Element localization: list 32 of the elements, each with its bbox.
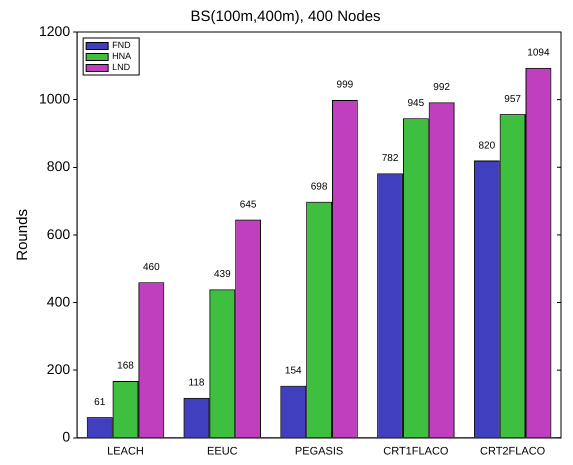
- data-label: 61: [94, 396, 106, 408]
- data-label: 999: [336, 80, 354, 91]
- y-tick-label: 1200: [38, 22, 70, 39]
- x-tick-label: CRT2FLACO: [480, 445, 546, 458]
- data-label: 460: [142, 262, 160, 273]
- legend-label: HNA: [112, 50, 132, 61]
- x-tick-label: CRT1FLACO: [383, 445, 449, 458]
- y-tick-label: 0: [62, 428, 70, 445]
- y-tick-label: 1000: [38, 90, 70, 106]
- data-label: 118: [188, 378, 205, 389]
- x-tick-label: LEACH: [107, 445, 144, 458]
- data-label: 645: [240, 199, 257, 210]
- data-label: 1094: [527, 48, 550, 59]
- y-tick-label: 800: [46, 158, 70, 174]
- x-tick-label: EEUC: [207, 445, 238, 458]
- data-label: 698: [310, 182, 328, 193]
- data-label: 820: [478, 140, 496, 152]
- x-tick-label: PEGASIS: [294, 445, 344, 458]
- y-tick-label: 200: [46, 361, 70, 378]
- chart-title: BS(100m,400m), 400 Nodes: [190, 8, 381, 26]
- data-label: 154: [284, 365, 302, 376]
- y-axis-title: Rounds: [14, 209, 32, 261]
- data-label: 782: [382, 153, 399, 164]
- data-label: 945: [408, 98, 425, 109]
- data-label: 168: [117, 360, 134, 372]
- data-label: 992: [433, 82, 450, 94]
- y-tick-label: 400: [46, 293, 70, 310]
- data-label: 439: [214, 269, 232, 280]
- legend-label: FND: [112, 40, 132, 50]
- y-tick-label: 600: [46, 226, 70, 242]
- data-label: 957: [504, 94, 522, 105]
- legend-label: LND: [112, 62, 131, 72]
